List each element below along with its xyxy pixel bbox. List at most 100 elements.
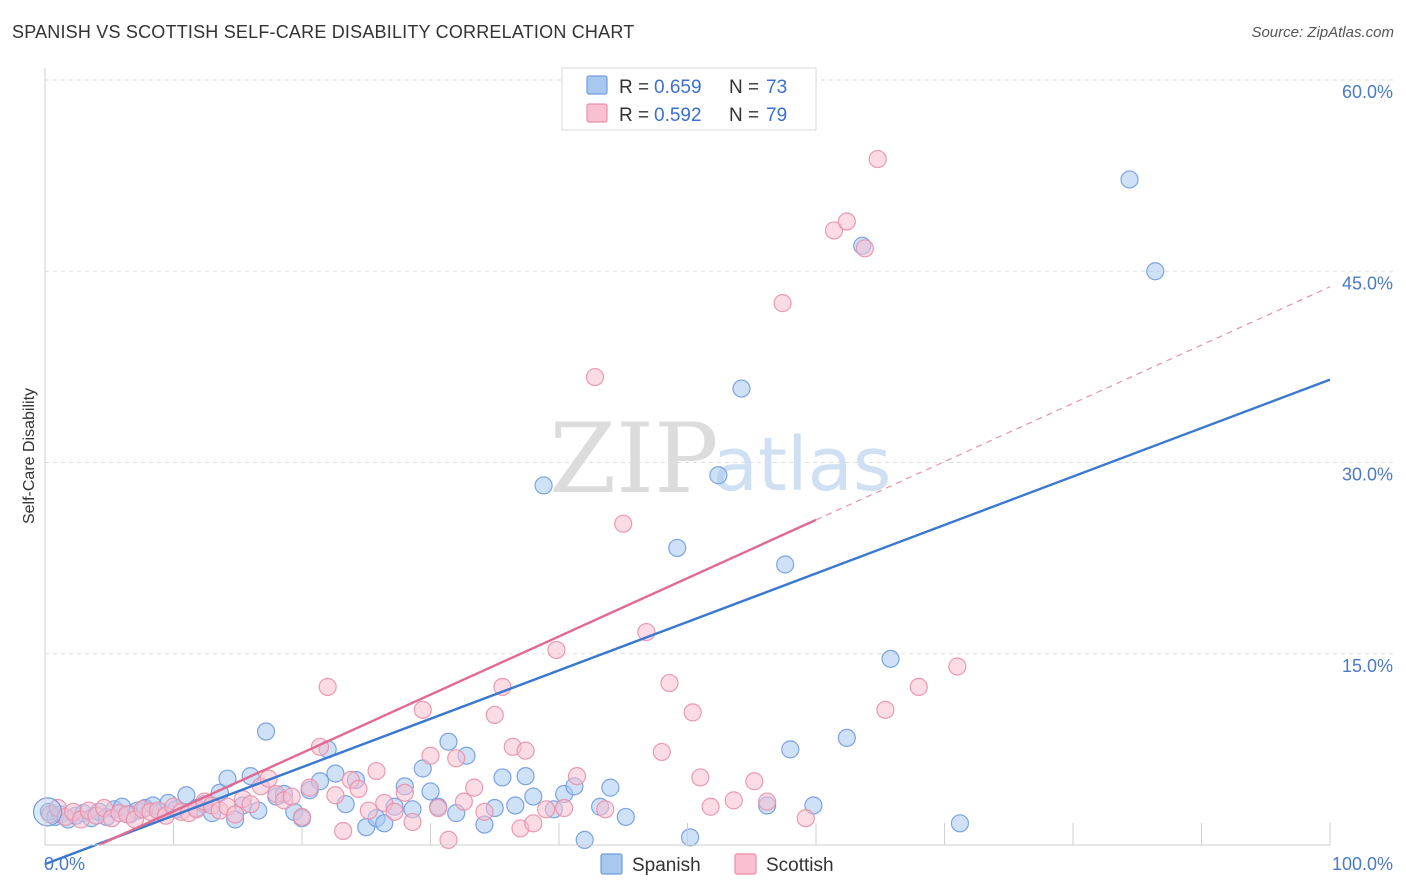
point-scottish	[359, 801, 378, 820]
point-scottish	[403, 812, 422, 832]
legend-r-value-spanish: 0.659	[654, 77, 702, 98]
point-scottish	[909, 677, 928, 697]
point-spanish	[680, 828, 700, 847]
trend-lines	[44, 286, 1331, 866]
point-scottish	[485, 705, 504, 725]
point-spanish	[601, 778, 620, 797]
legend-r-label-spanish: R =	[619, 77, 649, 98]
point-scottish	[421, 746, 440, 765]
point-scottish	[724, 791, 743, 810]
bottom-legend: Spanish Scottish	[600, 853, 834, 876]
point-scottish	[596, 800, 615, 819]
point-scottish	[334, 821, 353, 841]
point-scottish	[300, 778, 319, 797]
point-spanish	[1120, 170, 1139, 189]
point-spanish	[326, 764, 345, 783]
legend-swatch-spanish	[586, 75, 608, 95]
point-scottish	[454, 792, 474, 811]
point-scottish	[837, 212, 856, 231]
point-scottish	[948, 657, 967, 676]
legend-r-value-scottish: 0.592	[654, 105, 702, 126]
point-scottish	[652, 742, 671, 762]
point-spanish	[732, 379, 751, 398]
point-scottish	[614, 514, 633, 533]
point-scottish	[876, 700, 895, 719]
axes: 15.0% 30.0% 45.0% 60.0% 0.0% 100.0%	[44, 68, 1393, 874]
legend-n-label-spanish: N =	[729, 77, 759, 98]
point-scottish	[465, 778, 484, 797]
y-tick-label: 45.0%	[1342, 273, 1393, 293]
point-scottish	[824, 221, 844, 240]
legend-swatch-scottish	[586, 103, 608, 123]
point-scottish	[292, 807, 312, 827]
point-scottish	[683, 703, 702, 722]
point-scottish	[773, 294, 792, 313]
point-scottish	[868, 149, 887, 169]
point-spanish	[616, 807, 635, 827]
point-spanish	[506, 796, 525, 815]
point-scottish	[701, 797, 720, 816]
watermark-atlas: atlas	[713, 422, 892, 508]
legend: R = 0.659 N = 73 R = 0.592 N = 79	[561, 67, 817, 131]
point-spanish	[534, 476, 553, 495]
watermark: ZIP atlas	[549, 403, 891, 515]
point-spanish	[493, 768, 512, 787]
x-tick-label-min: 0.0%	[44, 854, 85, 874]
y-tick-label: 60.0%	[1342, 82, 1393, 102]
legend-n-value-spanish: 73	[766, 77, 787, 98]
point-scottish	[439, 830, 458, 850]
legend-r-label-scottish: R =	[619, 105, 649, 126]
trend-line-scottish	[98, 518, 817, 847]
point-spanish	[709, 466, 728, 485]
point-scottish	[429, 798, 448, 818]
point-spanish	[881, 649, 900, 668]
point-scottish	[567, 767, 587, 786]
chart-title: SPANISH VS SCOTTISH SELF-CARE DISABILITY…	[12, 22, 635, 42]
point-scottish	[282, 787, 301, 806]
source-label: Source: ZipAtlas.com	[1251, 24, 1394, 41]
series-scottish	[41, 149, 967, 850]
point-scottish	[758, 792, 777, 811]
point-spanish	[781, 740, 800, 759]
point-spanish	[439, 732, 458, 751]
point-scottish	[547, 640, 566, 660]
legend-n-label-scottish: N =	[729, 105, 759, 126]
point-scottish	[537, 800, 556, 819]
grid-lines	[45, 79, 1395, 655]
point-scottish	[318, 677, 337, 697]
point-scottish	[796, 809, 815, 828]
bottom-legend-label-spanish: Spanish	[632, 855, 701, 876]
point-scottish	[447, 749, 466, 768]
point-spanish	[950, 814, 970, 833]
point-scottish	[385, 802, 404, 821]
point-spanish	[776, 555, 795, 574]
data-points	[32, 149, 1165, 850]
point-scottish	[367, 761, 386, 781]
legend-n-value-scottish: 79	[766, 105, 787, 126]
point-scottish	[516, 741, 535, 760]
trend-extension-scottish	[815, 286, 1331, 521]
point-scottish	[241, 795, 260, 814]
point-spanish	[516, 767, 535, 786]
point-scottish	[475, 802, 494, 821]
point-scottish	[585, 367, 605, 387]
bottom-legend-swatch-scottish	[734, 853, 757, 875]
point-scottish	[855, 239, 874, 258]
point-spanish	[256, 722, 276, 741]
point-scottish	[691, 768, 710, 787]
bottom-legend-label-scottish: Scottish	[766, 855, 834, 876]
point-spanish	[524, 787, 543, 806]
point-scottish	[326, 786, 345, 805]
y-tick-label: 15.0%	[1342, 656, 1393, 676]
point-spanish	[668, 538, 687, 558]
point-scottish	[524, 814, 543, 833]
point-scottish	[660, 673, 679, 693]
watermark-zip: ZIP	[549, 403, 718, 515]
point-spanish	[375, 814, 394, 833]
point-spanish	[177, 786, 196, 805]
trend-line-spanish	[44, 378, 1331, 866]
point-cluster-origin	[32, 797, 63, 827]
point-scottish	[349, 779, 368, 799]
point-scottish	[395, 783, 414, 802]
point-spanish	[421, 782, 440, 801]
